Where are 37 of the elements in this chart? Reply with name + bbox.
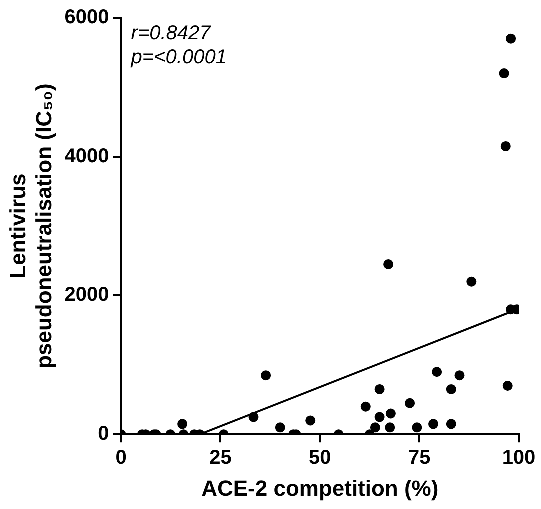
annotation: r=0.8427: [131, 22, 212, 45]
point: [360, 402, 371, 412]
x-axis-title: ACE-2 competition (%): [202, 476, 439, 501]
point: [306, 416, 316, 426]
point: [374, 384, 385, 394]
x-tick-label: 50: [309, 447, 332, 470]
point: [178, 419, 188, 430]
point: [412, 422, 422, 433]
x-tick-label: 100: [502, 447, 536, 470]
y-tick-label: 0: [98, 423, 110, 446]
point: [499, 68, 510, 79]
x-tick-label: 75: [408, 447, 431, 470]
point: [446, 419, 456, 430]
point: [385, 422, 396, 433]
point: [248, 412, 259, 422]
point: [506, 34, 516, 44]
point: [405, 398, 416, 408]
point: [500, 141, 511, 152]
y-tick-label: 4000: [64, 145, 110, 168]
point: [428, 419, 438, 430]
point: [384, 259, 394, 270]
point: [275, 422, 286, 433]
point: [454, 370, 465, 381]
x-tick-label: 0: [116, 447, 127, 470]
point: [370, 422, 380, 433]
y-tick-label: 6000: [64, 6, 110, 29]
point: [386, 408, 396, 419]
point: [502, 380, 513, 391]
y-axis-title: Lentivirus pseudoneutralisation (IC₅₀): [5, 84, 57, 369]
point: [446, 384, 456, 394]
point: [261, 370, 272, 381]
point: [466, 276, 477, 287]
x-tick-label: 25: [210, 447, 232, 470]
annotation: p=<0.0001: [130, 46, 227, 69]
point: [432, 367, 442, 378]
point: [374, 412, 385, 422]
y-tick-label: 2000: [64, 284, 110, 306]
